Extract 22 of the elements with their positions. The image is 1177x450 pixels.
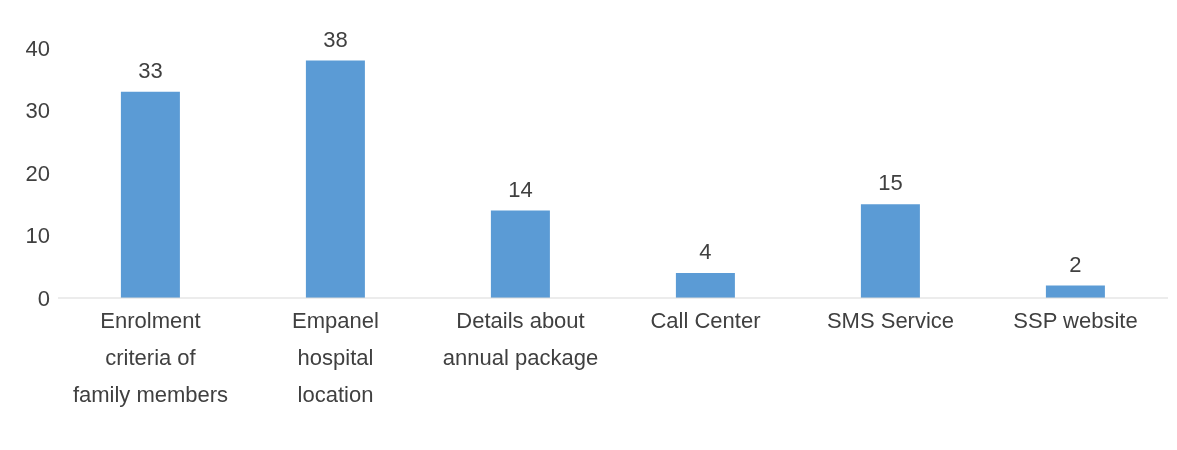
data-label: 4 <box>699 239 712 264</box>
data-label: 2 <box>1069 251 1082 277</box>
x-tick-label: SSP website <box>1013 308 1138 333</box>
x-tick-label: SMS Service <box>826 308 955 333</box>
bar <box>490 210 550 298</box>
y-tick-label: 0 <box>37 285 50 311</box>
bar <box>305 60 365 298</box>
bar <box>675 273 735 298</box>
x-tick-label: Call Center <box>650 308 761 333</box>
x-tick-label: Details about annual package <box>442 308 599 370</box>
y-tick-label: 10 <box>25 223 50 249</box>
x-tick-label: Enrolment criteria of family members <box>72 308 229 407</box>
y-tick-label: 30 <box>25 98 50 124</box>
data-label: 33 <box>138 57 163 83</box>
data-label: 38 <box>323 26 348 52</box>
bar <box>120 91 180 298</box>
data-label: 14 <box>508 176 533 202</box>
y-tick-label: 40 <box>25 35 50 61</box>
data-label: 15 <box>878 170 903 196</box>
x-tick-label: Empanel hospital location <box>292 308 379 407</box>
y-tick-label: 20 <box>25 160 50 186</box>
bar <box>860 204 920 298</box>
